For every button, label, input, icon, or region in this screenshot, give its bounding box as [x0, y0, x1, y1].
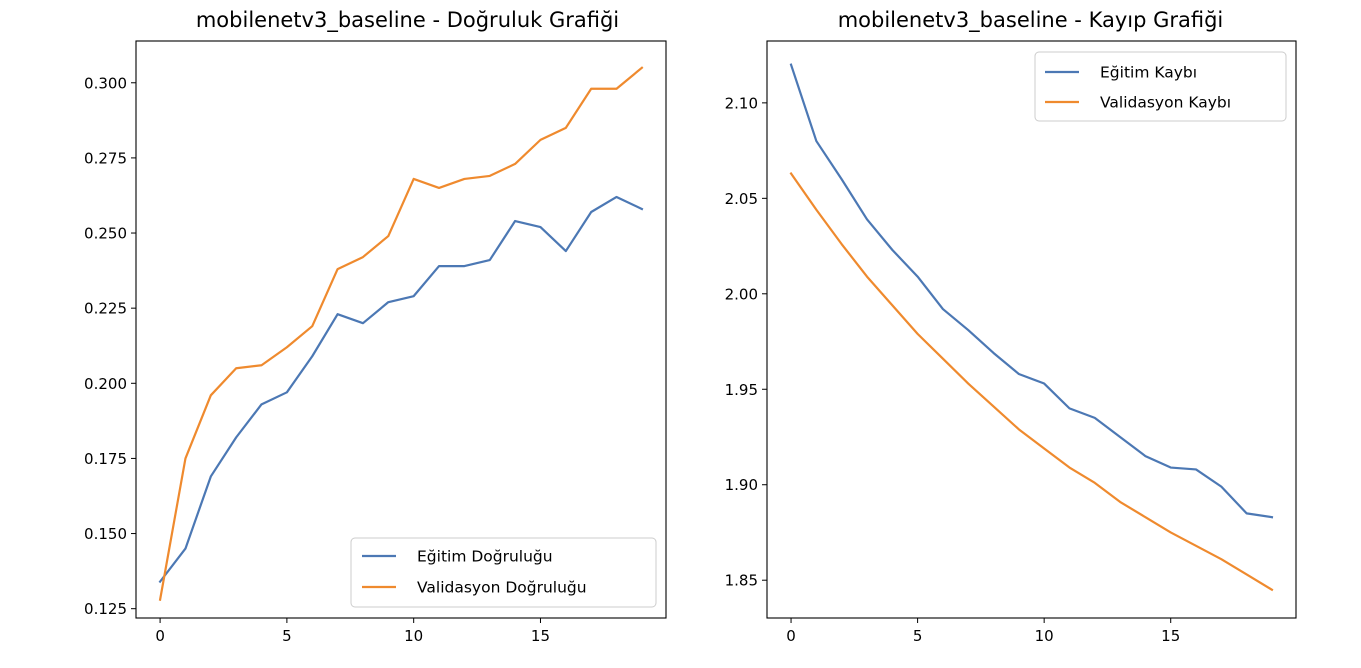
loss-axes-frame: [766, 40, 1297, 619]
accuracy-plot-area: 0 5 10 15 0.125 0.150 0.175 0.200 0.225 0.250 0.27…: [84, 40, 667, 645]
loss-x-tick-label: 10: [1035, 627, 1054, 645]
accuracy-y-tick-label: 0.225: [84, 300, 127, 318]
accuracy-legend: Eğitim Doğruluğu Validasyon Doğruluğu: [350, 537, 657, 608]
accuracy-y-tick-label: 0.300: [84, 74, 127, 92]
accuracy-chart-title: mobilenetv3_baseline - Doğruluk Grafiği: [196, 8, 619, 33]
accuracy-legend-box: [350, 537, 657, 608]
loss-y-tick-label: 2.00: [725, 285, 758, 303]
loss-y-tick-label: 1.95: [725, 381, 758, 399]
accuracy-x-tick-label: 15: [531, 627, 550, 645]
legend-label-train-accuracy: Eğitim Doğruluğu: [417, 548, 553, 566]
loss-y-tick-label: 1.85: [725, 572, 758, 590]
loss-series-line-train: [789, 63, 1274, 519]
accuracy-series-line-train: [158, 195, 644, 584]
accuracy-chart: mobilenetv3_baseline - Doğruluk Grafiği …: [84, 8, 667, 645]
loss-x-tick-label: 15: [1161, 627, 1180, 645]
loss-chart: mobilenetv3_baseline - Kayıp Grafiği 0 5 1…: [725, 8, 1297, 645]
loss-y-tick-label: 2.05: [725, 190, 758, 208]
loss-legend-box: [1034, 51, 1287, 122]
accuracy-x-tick-label: 0: [155, 627, 165, 645]
accuracy-y-tick-label: 0.200: [84, 375, 127, 393]
loss-series-line-val: [789, 171, 1274, 592]
accuracy-series-line-val: [158, 66, 644, 601]
accuracy-x-tick-label: 10: [404, 627, 423, 645]
loss-x-tick-label: 0: [786, 627, 796, 645]
legend-label-train-loss: Eğitim Kaybı: [1100, 64, 1197, 82]
loss-x-tick-label: 5: [913, 627, 923, 645]
loss-legend: Eğitim Kaybı Validasyon Kaybı: [1034, 51, 1287, 122]
loss-chart-title: mobilenetv3_baseline - Kayıp Grafiği: [838, 8, 1224, 33]
accuracy-axes-frame: [135, 40, 667, 619]
loss-y-tick-label: 1.90: [725, 476, 758, 494]
loss-y-tick-label: 2.10: [725, 94, 758, 112]
accuracy-x-tick-label: 5: [282, 627, 292, 645]
accuracy-y-tick-label: 0.250: [84, 225, 127, 243]
accuracy-y-tick-label: 0.175: [84, 450, 127, 468]
legend-label-val-accuracy: Validasyon Doğruluğu: [417, 579, 587, 597]
accuracy-y-tick-label: 0.125: [84, 600, 127, 618]
loss-plot-area: 0 5 10 15 1.85 1.90 1.95 2.00 2.05 2.10: [725, 40, 1297, 645]
accuracy-y-tick-label: 0.150: [84, 525, 127, 543]
accuracy-y-tick-label: 0.275: [84, 149, 127, 167]
legend-label-val-loss: Validasyon Kaybı: [1100, 94, 1231, 112]
